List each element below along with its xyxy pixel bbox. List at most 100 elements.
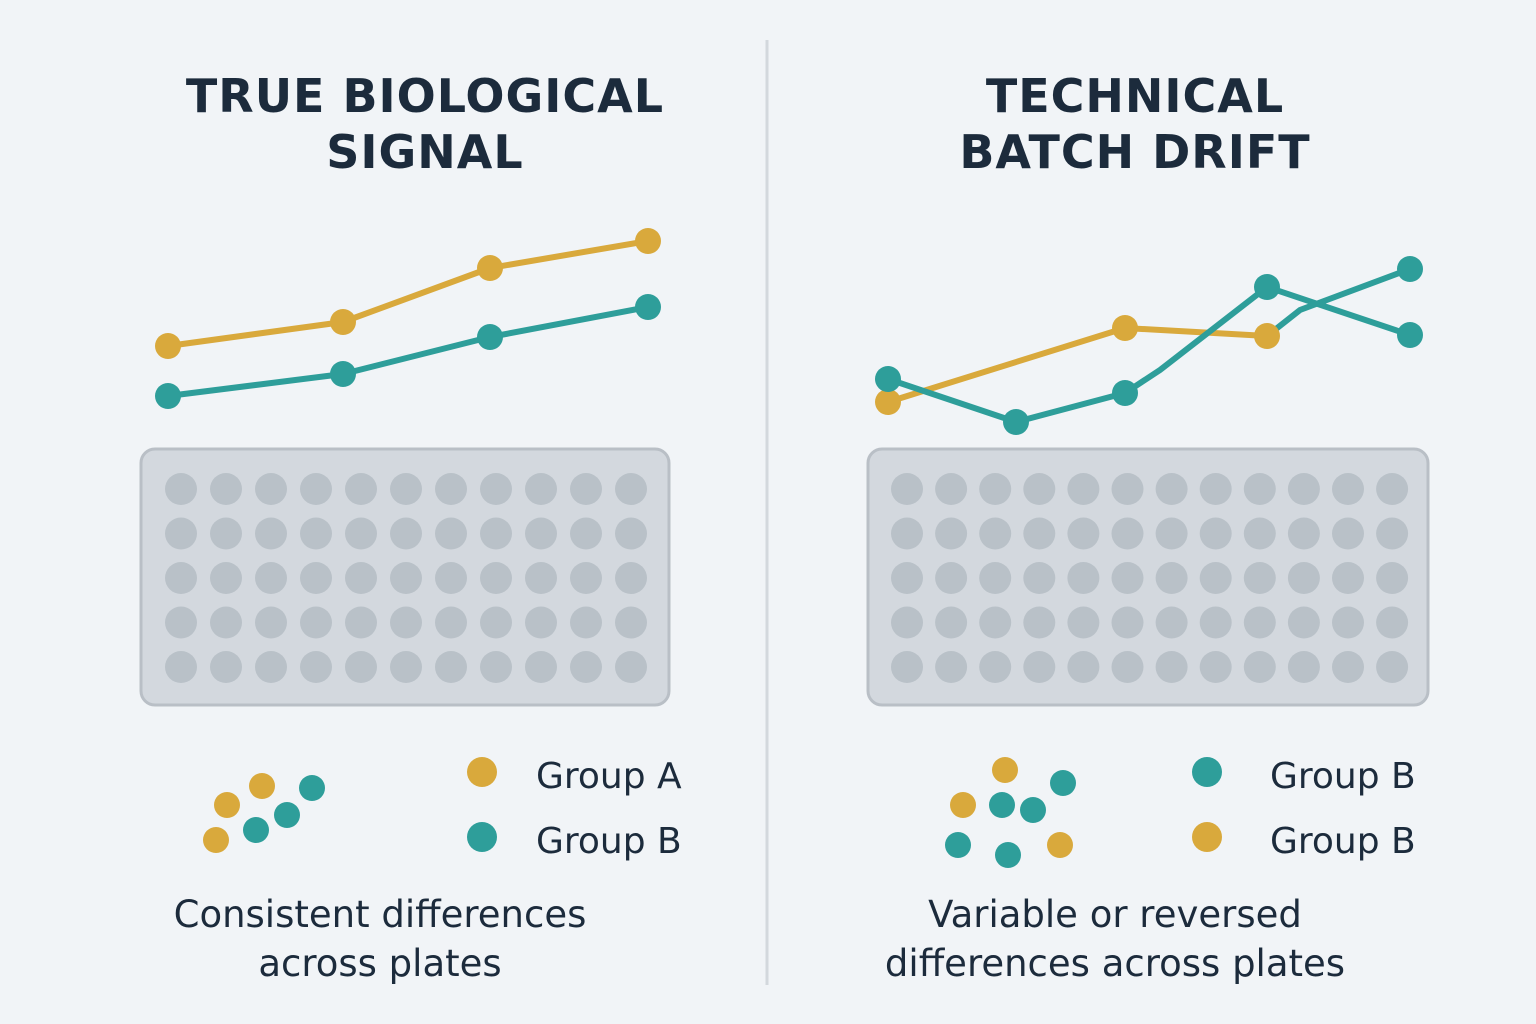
left-plate-well	[570, 651, 602, 683]
left-teal-line-point	[155, 383, 181, 409]
left-plate-well	[345, 651, 377, 683]
right-plate-well	[1243, 651, 1276, 683]
right-caption-line2: differences across plates	[884, 942, 1346, 985]
left-teal-line-point	[635, 294, 661, 320]
left-legend-label-a: Group A	[536, 756, 682, 797]
right-plate-well	[1067, 606, 1100, 639]
right-plate-well	[1111, 517, 1144, 550]
right-plate-well	[1023, 651, 1056, 683]
left-plate-well	[300, 517, 332, 550]
left-scatter-dot	[274, 802, 300, 828]
left-plate-well	[300, 651, 332, 683]
left-plate-well	[210, 651, 242, 683]
right-title: TECHNICAL BATCH DRIFT	[840, 68, 1430, 180]
left-gold-line	[165, 238, 651, 349]
left-plate-well	[615, 651, 647, 683]
left-plate-well	[480, 562, 512, 594]
left-gold-line-point	[635, 228, 661, 254]
right-plate-well	[1111, 606, 1144, 639]
right-scatter-dot	[950, 792, 976, 818]
left-plate-well	[525, 606, 557, 639]
right-plate-well	[935, 473, 968, 505]
left-plate-well	[210, 517, 242, 550]
left-plate-well	[345, 473, 377, 505]
left-plate-well	[435, 473, 467, 505]
right-gold-line-point	[1254, 323, 1280, 349]
left-plate-well	[480, 606, 512, 639]
right-plate-well	[935, 517, 968, 550]
right-plate-well	[1376, 651, 1409, 683]
left-plate-well	[525, 473, 557, 505]
right-teal-line-point	[1254, 274, 1280, 300]
right-plate-well	[1243, 517, 1276, 550]
left-plate-well	[480, 517, 512, 550]
left-title: TRUE BIOLOGICAL SIGNAL	[130, 68, 720, 180]
left-plate-well	[210, 562, 242, 594]
left-plate-well	[165, 651, 197, 683]
right-caption: Variable or reversed differences across …	[820, 890, 1410, 988]
right-plate-well	[1199, 606, 1232, 639]
left-scatter-dot	[214, 792, 240, 818]
right-plate-well	[1067, 651, 1100, 683]
right-plate-well	[1199, 651, 1232, 683]
left-plate-well	[255, 473, 287, 505]
right-plate-well	[891, 473, 923, 505]
left-gold-line-point	[155, 333, 181, 359]
left-plate-well	[390, 606, 422, 639]
left-plate-well	[435, 606, 467, 639]
left-plate-well	[435, 562, 467, 594]
right-legend-swatch-icon	[1192, 822, 1222, 852]
left-plate-well	[210, 606, 242, 639]
right-plate-well	[1243, 606, 1276, 639]
left-caption: Consistent differences across plates	[100, 890, 660, 988]
right-plate-well	[1111, 651, 1144, 683]
left-plate-well	[615, 517, 647, 550]
right-title-line2: BATCH DRIFT	[959, 125, 1311, 179]
right-scatter-dot	[1020, 797, 1046, 823]
right-plate-well	[1155, 562, 1188, 594]
left-plate-well	[300, 606, 332, 639]
left-plate-well	[480, 651, 512, 683]
left-plate-well	[435, 651, 467, 683]
left-caption-line1: Consistent differences	[173, 893, 587, 936]
right-teal-line-point	[1003, 409, 1029, 435]
left-title-line1: TRUE BIOLOGICAL	[185, 69, 665, 123]
right-plate-well	[1111, 473, 1144, 505]
right-plate-well	[935, 562, 968, 594]
right-legend-label-1: Group B	[1270, 756, 1416, 797]
left-plate-well	[615, 473, 647, 505]
left-plate-well	[570, 517, 602, 550]
right-gold-line	[885, 325, 1270, 405]
left-plate-well	[525, 517, 557, 550]
left-plate-well	[165, 517, 197, 550]
left-plate-well	[165, 606, 197, 639]
right-plate-well	[1155, 651, 1188, 683]
left-teal-line	[165, 304, 651, 399]
right-teal-line-point	[875, 366, 901, 392]
right-plate-well	[1199, 473, 1232, 505]
right-plate-well	[935, 606, 968, 639]
right-teal-line-point	[1397, 322, 1423, 348]
right-plate-well	[1332, 651, 1364, 683]
left-teal-line-point	[330, 361, 356, 387]
left-legend-swatch-icon	[467, 822, 497, 852]
left-plate-well	[255, 562, 287, 594]
right-teal-line-2-point	[1397, 256, 1423, 282]
right-plate-well	[1376, 606, 1409, 639]
left-plate-well	[570, 473, 602, 505]
left-plate-well	[255, 651, 287, 683]
right-plate-well	[1287, 517, 1320, 550]
right-plate-well	[1067, 473, 1100, 505]
left-scatter-dot	[203, 827, 229, 853]
right-plate-well	[1199, 517, 1232, 550]
left-plate-well	[210, 473, 242, 505]
right-plate-well	[979, 651, 1012, 683]
right-plate-well	[1023, 562, 1056, 594]
left-legend-label-b: Group B	[536, 821, 682, 862]
right-scatter-dot	[1047, 832, 1073, 858]
left-plate-well	[165, 473, 197, 505]
right-plate-well	[1199, 562, 1232, 594]
right-plate-well	[891, 651, 923, 683]
right-plate-well	[979, 562, 1012, 594]
right-plate-well	[1067, 562, 1100, 594]
